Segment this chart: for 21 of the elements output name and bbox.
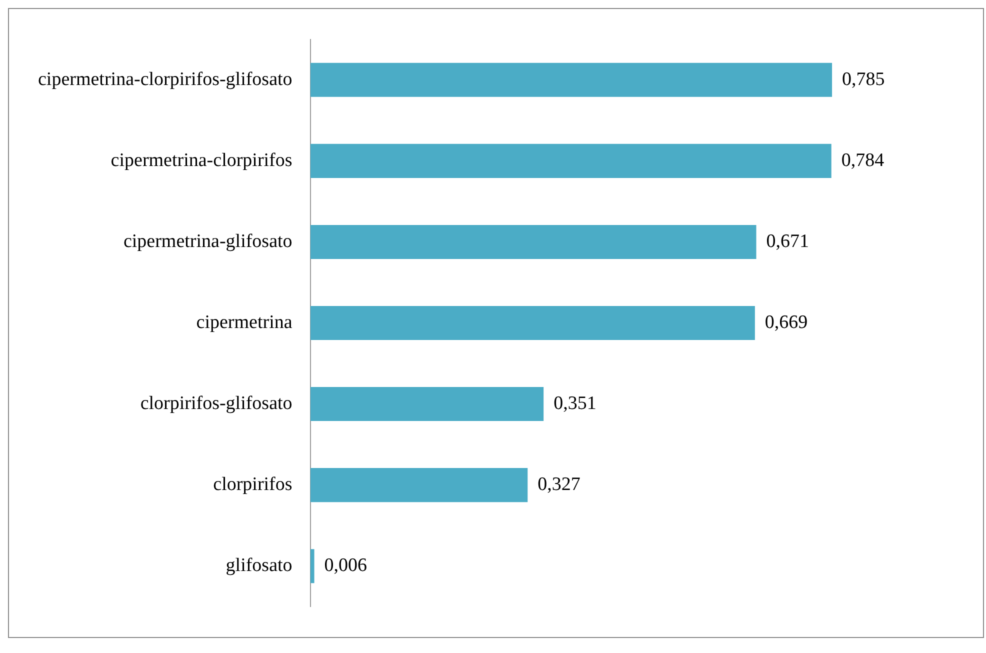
data-label: 0,784 [841, 150, 885, 171]
bar [310, 306, 755, 340]
bar [310, 468, 528, 502]
bar [310, 62, 832, 97]
y-tick-label: cipermetrina-clorpirifos-glifosato [38, 68, 292, 90]
data-label: 0,006 [324, 555, 368, 576]
data-label: 0,327 [538, 474, 580, 496]
y-tick-label: cipermetrina-glifosato [123, 230, 292, 252]
data-label: 0,351 [554, 393, 596, 414]
y-tick-label: clorpirifos-glifosato [140, 393, 292, 414]
bar [310, 387, 544, 422]
data-label: 0,669 [764, 312, 808, 333]
bar [310, 549, 314, 584]
bar [310, 144, 832, 178]
y-tick-label: cipermetrina [196, 312, 293, 333]
y-tick-label: cipermetrina-clorpirifos [110, 150, 292, 171]
data-label: 0,785 [842, 68, 885, 90]
y-tick-label: clorpirifos [213, 474, 292, 496]
data-label: 0,671 [766, 230, 810, 252]
y-tick-label: glifosato [226, 555, 292, 576]
bar [310, 224, 756, 259]
